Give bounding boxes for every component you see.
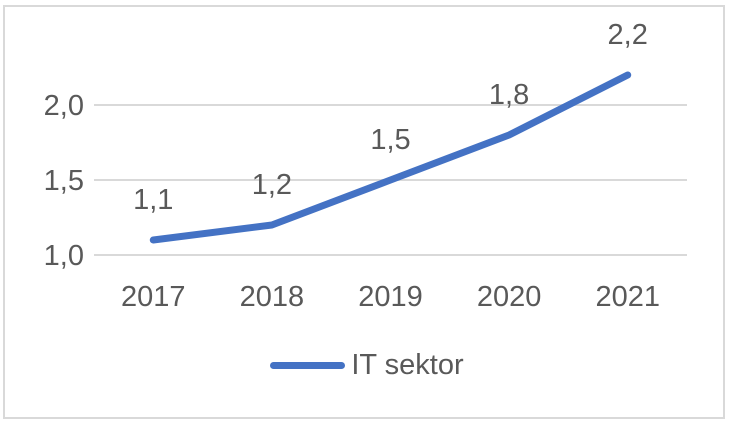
- legend-label: IT sektor: [351, 348, 464, 381]
- data-label: 1,2: [252, 169, 292, 201]
- data-label: 2,2: [608, 19, 648, 51]
- x-axis-tick-label: 2020: [477, 281, 542, 313]
- y-axis-tick-label: 1,0: [44, 240, 84, 272]
- x-axis-tick-label: 2017: [121, 281, 186, 313]
- x-axis-tick-label: 2018: [240, 281, 305, 313]
- chart-area-border: [3, 5, 725, 419]
- data-label: 1,5: [370, 124, 410, 156]
- y-axis-tick-label: 1,5: [44, 165, 84, 197]
- y-axis-tick-label: 2,0: [44, 90, 84, 122]
- x-axis-tick-label: 2019: [358, 281, 423, 313]
- data-label: 1,8: [489, 79, 529, 111]
- legend-line-swatch: [270, 361, 346, 369]
- data-label: 1,1: [133, 184, 173, 216]
- series-line: [149, 71, 632, 244]
- x-axis-tick-label: 2021: [595, 281, 660, 313]
- chart-legend: IT sektor: [0, 349, 734, 381]
